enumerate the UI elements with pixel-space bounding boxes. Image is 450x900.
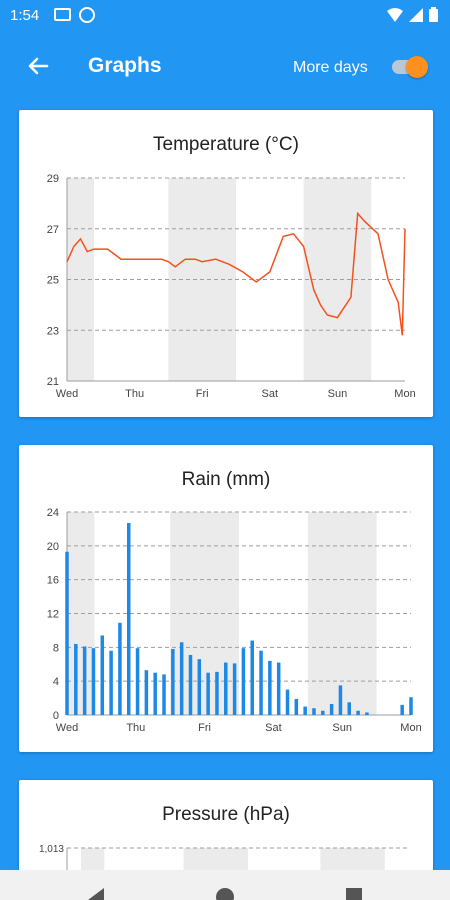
navigation-bar [0, 870, 450, 900]
rain-xtick-label: Fri [198, 722, 211, 734]
rain-xtick-label: Mon [400, 722, 421, 734]
more-days-label: More days [293, 59, 368, 76]
nav-recents-button[interactable] [346, 888, 362, 900]
signal-icon [409, 7, 423, 22]
rain-bar [65, 551, 69, 715]
sync-icon [79, 7, 95, 23]
rain-bar [126, 522, 131, 715]
rain-bar [144, 670, 149, 715]
rain-bar [259, 650, 263, 715]
temp-xtick-label: Sun [328, 388, 348, 400]
rain-bar [118, 622, 122, 715]
rain-bar [224, 662, 228, 715]
status-time: 1:54 [10, 7, 40, 24]
temperature-series-line [66, 211, 406, 336]
rain-bar [91, 648, 96, 715]
temp-xtick-label: Mon [394, 388, 415, 400]
temp-xtick-label: Fri [196, 388, 209, 400]
temp-ytick-label: 25 [47, 275, 59, 287]
nav-home-button[interactable] [216, 888, 234, 900]
pressure-ytick-label: 1,013 [39, 844, 64, 855]
rain-bar [197, 659, 202, 715]
rain-bar [294, 698, 299, 715]
rain-bar [109, 650, 113, 715]
rain-bar [232, 663, 237, 715]
arrow-left-icon [28, 57, 49, 75]
rain-bar [329, 704, 334, 715]
rain-bar [250, 640, 254, 715]
rain-bar [312, 708, 316, 715]
rain-title: Rain (mm) [181, 469, 271, 490]
temperature-chart: 21 23 25 27 29 Wed Thu Fri Sat Sun Mon [47, 173, 416, 400]
rain-xtick-label: Wed [56, 722, 78, 734]
rain-bar [241, 648, 246, 715]
rain-bar [74, 643, 78, 715]
rain-bar [153, 672, 157, 715]
rain-ytick-label: 16 [47, 575, 59, 587]
rain-bar [276, 662, 281, 715]
rain-ytick-label: 24 [47, 507, 59, 519]
rain-chart: 0 4 8 12 16 20 24 Wed Thu Fri Sat Sun Mon [47, 507, 422, 734]
status-bar: 1:54 [0, 0, 450, 30]
toggle-thumb [406, 56, 428, 78]
temp-ytick-label: 27 [47, 224, 59, 236]
rain-bar [347, 702, 352, 715]
rain-bar [179, 642, 184, 715]
rain-bar [135, 648, 140, 715]
rain-bar [303, 706, 307, 715]
temperature-title: Temperature (°C) [153, 134, 299, 155]
rain-bar [171, 649, 175, 715]
mail-icon [54, 8, 71, 21]
rain-xtick-label: Thu [126, 722, 145, 734]
rain-xtick-label: Sat [265, 722, 282, 734]
pressure-title: Pressure (hPa) [162, 804, 290, 825]
status-indicators [387, 7, 438, 22]
rain-ytick-label: 4 [53, 676, 59, 688]
rain-bar [321, 710, 325, 715]
temp-xtick-label: Wed [56, 388, 78, 400]
rain-bar [400, 704, 404, 715]
rain-ytick-label: 20 [47, 541, 59, 553]
rain-ytick-label: 0 [53, 710, 59, 722]
temp-ytick-label: 29 [47, 173, 59, 185]
rain-bar [100, 635, 105, 715]
wifi-icon [387, 7, 403, 22]
rain-bar [82, 646, 87, 715]
rain-ytick-label: 12 [47, 609, 59, 621]
rain-bar [162, 674, 166, 715]
temp-ytick-label: 23 [47, 325, 59, 337]
battery-icon [429, 7, 438, 22]
rain-bar [285, 689, 290, 715]
back-button[interactable] [22, 50, 54, 82]
rain-bar [188, 654, 193, 715]
rain-bar [206, 672, 210, 715]
rain-bar [356, 710, 360, 715]
page-title: Graphs [88, 54, 162, 77]
rain-xtick-label: Sun [332, 722, 352, 734]
app-bar: Graphs More days [0, 30, 450, 102]
temp-ytick-label: 21 [47, 376, 59, 388]
temp-xtick-label: Sat [262, 388, 279, 400]
rain-bar [268, 660, 272, 715]
more-days-toggle[interactable] [392, 55, 428, 78]
temperature-card: Temperature (°C) 21 23 25 27 29 Wed Thu Fri Sat S… [19, 110, 433, 417]
rain-bar [215, 671, 219, 715]
rain-card: Rain (mm) 0 4 8 12 16 20 24 Wed Thu Fri Sat Sun Mon [19, 445, 433, 752]
temp-xtick-label: Thu [125, 388, 144, 400]
nav-back-button[interactable] [88, 888, 104, 900]
rain-ytick-label: 8 [53, 642, 59, 654]
rain-bar [338, 685, 343, 715]
rain-bar [365, 712, 369, 715]
rain-bar [409, 697, 413, 715]
